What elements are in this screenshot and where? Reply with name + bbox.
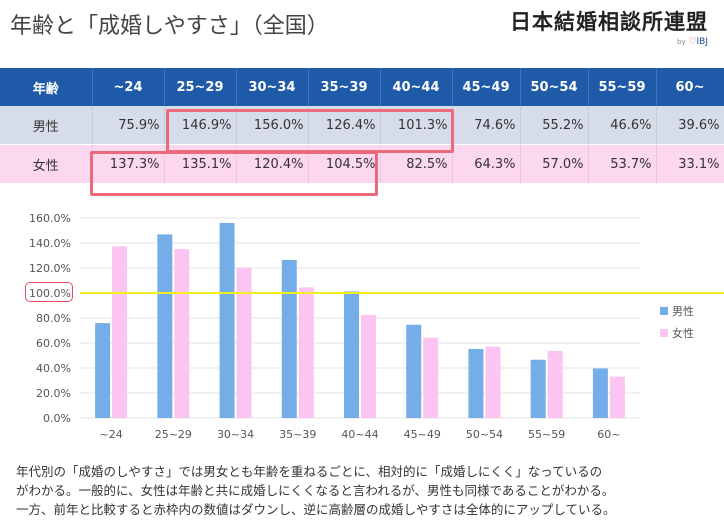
- bar-female: [174, 249, 190, 418]
- y-tick-label: 160.0%: [29, 212, 71, 225]
- col-header: 30~34: [236, 68, 309, 106]
- table-cell: 156.0%: [236, 106, 309, 145]
- bar-male: [468, 349, 484, 418]
- brand-sub: by ♡IBJ: [478, 37, 708, 47]
- bar-chart-svg: 0.0% 20.0% 40.0% 60.0% 80.0% 100.0% 120.0% 140.…: [29, 212, 724, 441]
- bar-chart: 0.0% 20.0% 40.0% 60.0% 80.0% 100.0% 120.0% 140.…: [0, 200, 724, 455]
- col-header: 55~59: [588, 68, 657, 106]
- description-line: がわかる。一般的に、女性は年齢と共に成婚しにくくなると言われるが、男性も同様であ…: [16, 483, 615, 498]
- table-row-male: 男性 75.9% 146.9% 156.0% 126.4% 101.3% 74.…: [0, 106, 724, 145]
- bar-female: [236, 267, 252, 418]
- bar-male: [157, 234, 173, 418]
- table-cell: 57.0%: [520, 144, 589, 183]
- y-tick-label: 20.0%: [36, 387, 71, 400]
- bar-female: [547, 350, 563, 418]
- description-line: 一方、前年と比較すると赤枠内の数値はダウンし、逆に高齢層の成婚しやすさは全体的に…: [16, 502, 616, 517]
- page-title: 年齢と「成婚しやすさ」（全国）: [10, 14, 329, 39]
- row-label: 男性: [0, 106, 93, 145]
- table-cell: 55.2%: [520, 106, 589, 145]
- bar-female: [423, 337, 439, 418]
- col-header: 50~54: [520, 68, 589, 106]
- bar-male: [95, 323, 111, 418]
- bar-female: [112, 246, 128, 418]
- table-cell: 64.3%: [452, 144, 521, 183]
- x-tick-label: 40~44: [341, 428, 378, 441]
- col-header: ~24: [92, 68, 165, 106]
- description-line: 年代別の「成婚のしやすさ」では男女とも年齢を重ねるごとに、相対的に「成婚しにくく…: [16, 464, 603, 479]
- x-tick-label: 25~29: [155, 428, 192, 441]
- legend-swatch: [660, 307, 668, 315]
- table-cell: 46.6%: [588, 106, 657, 145]
- brand-logo: 日本結婚相談所連盟 by ♡IBJ: [478, 6, 708, 47]
- legend-label: 女性: [672, 326, 694, 340]
- table-cell: 137.3%: [92, 144, 165, 183]
- legend-swatch: [660, 329, 668, 337]
- y-tick-label: 100.0%: [29, 287, 71, 300]
- rate-table: 年齢 ~24 25~29 30~34 35~39 40~44 45~49 50~…: [0, 68, 724, 183]
- col-header: 45~49: [452, 68, 521, 106]
- table-cell: 82.5%: [380, 144, 453, 183]
- x-tick-label: 55~59: [528, 428, 565, 441]
- table-cell: 120.4%: [236, 144, 309, 183]
- table-cell: 146.9%: [164, 106, 237, 145]
- x-tick-label: 50~54: [466, 428, 503, 441]
- col-header: 60~: [656, 68, 724, 106]
- table-cell: 74.6%: [452, 106, 521, 145]
- heart-icon: ♡: [688, 37, 697, 47]
- bar-male: [219, 223, 235, 418]
- table-header-row: 年齢 ~24 25~29 30~34 35~39 40~44 45~49 50~…: [0, 68, 724, 106]
- description-text: 年代別の「成婚のしやすさ」では男女とも年齢を重ねるごとに、相対的に「成婚しにくく…: [16, 462, 716, 519]
- bar-male: [592, 368, 608, 418]
- x-tick-label: 35~39: [279, 428, 316, 441]
- bar-female: [609, 376, 625, 418]
- brand-name: 日本結婚相談所連盟: [510, 9, 708, 34]
- row-label: 女性: [0, 144, 93, 183]
- y-tick-label: 140.0%: [29, 237, 71, 250]
- table-row-female: 女性 137.3% 135.1% 120.4% 104.5% 82.5% 64.…: [0, 144, 724, 183]
- y-tick-highlight: [25, 282, 73, 302]
- y-tick-label: 120.0%: [29, 262, 71, 275]
- table-cell: 104.5%: [308, 144, 381, 183]
- bar-female: [485, 346, 501, 418]
- bar-female: [361, 314, 376, 418]
- y-tick-label: 80.0%: [36, 312, 71, 325]
- col-header: 40~44: [380, 68, 453, 106]
- bar-male: [281, 260, 297, 418]
- table-cell: 75.9%: [92, 106, 165, 145]
- table-cell: 33.1%: [656, 144, 724, 183]
- x-tick-label: 45~49: [404, 428, 441, 441]
- bar-male: [406, 324, 422, 418]
- bar-male: [530, 359, 546, 418]
- col-header: 35~39: [308, 68, 381, 106]
- bar-female: [298, 287, 314, 418]
- brand-mark: IBJ: [696, 37, 708, 47]
- table-cell: 126.4%: [308, 106, 381, 145]
- y-tick-label: 40.0%: [36, 362, 71, 375]
- y-tick-label: 60.0%: [36, 337, 71, 350]
- brand-by: by: [676, 38, 686, 46]
- col-header: 25~29: [164, 68, 237, 106]
- table-cell: 135.1%: [164, 144, 237, 183]
- table-cell: 101.3%: [380, 106, 453, 145]
- table-cell: 39.6%: [656, 106, 724, 145]
- y-tick-label: 0.0%: [43, 412, 71, 425]
- table-corner: 年齢: [0, 68, 93, 106]
- x-tick-label: 30~34: [217, 428, 254, 441]
- legend-label: 男性: [672, 304, 694, 318]
- bar-male: [344, 291, 359, 418]
- table-cell: 53.7%: [588, 144, 657, 183]
- x-tick-label: 60~: [597, 428, 620, 441]
- x-tick-label: ~24: [100, 428, 123, 441]
